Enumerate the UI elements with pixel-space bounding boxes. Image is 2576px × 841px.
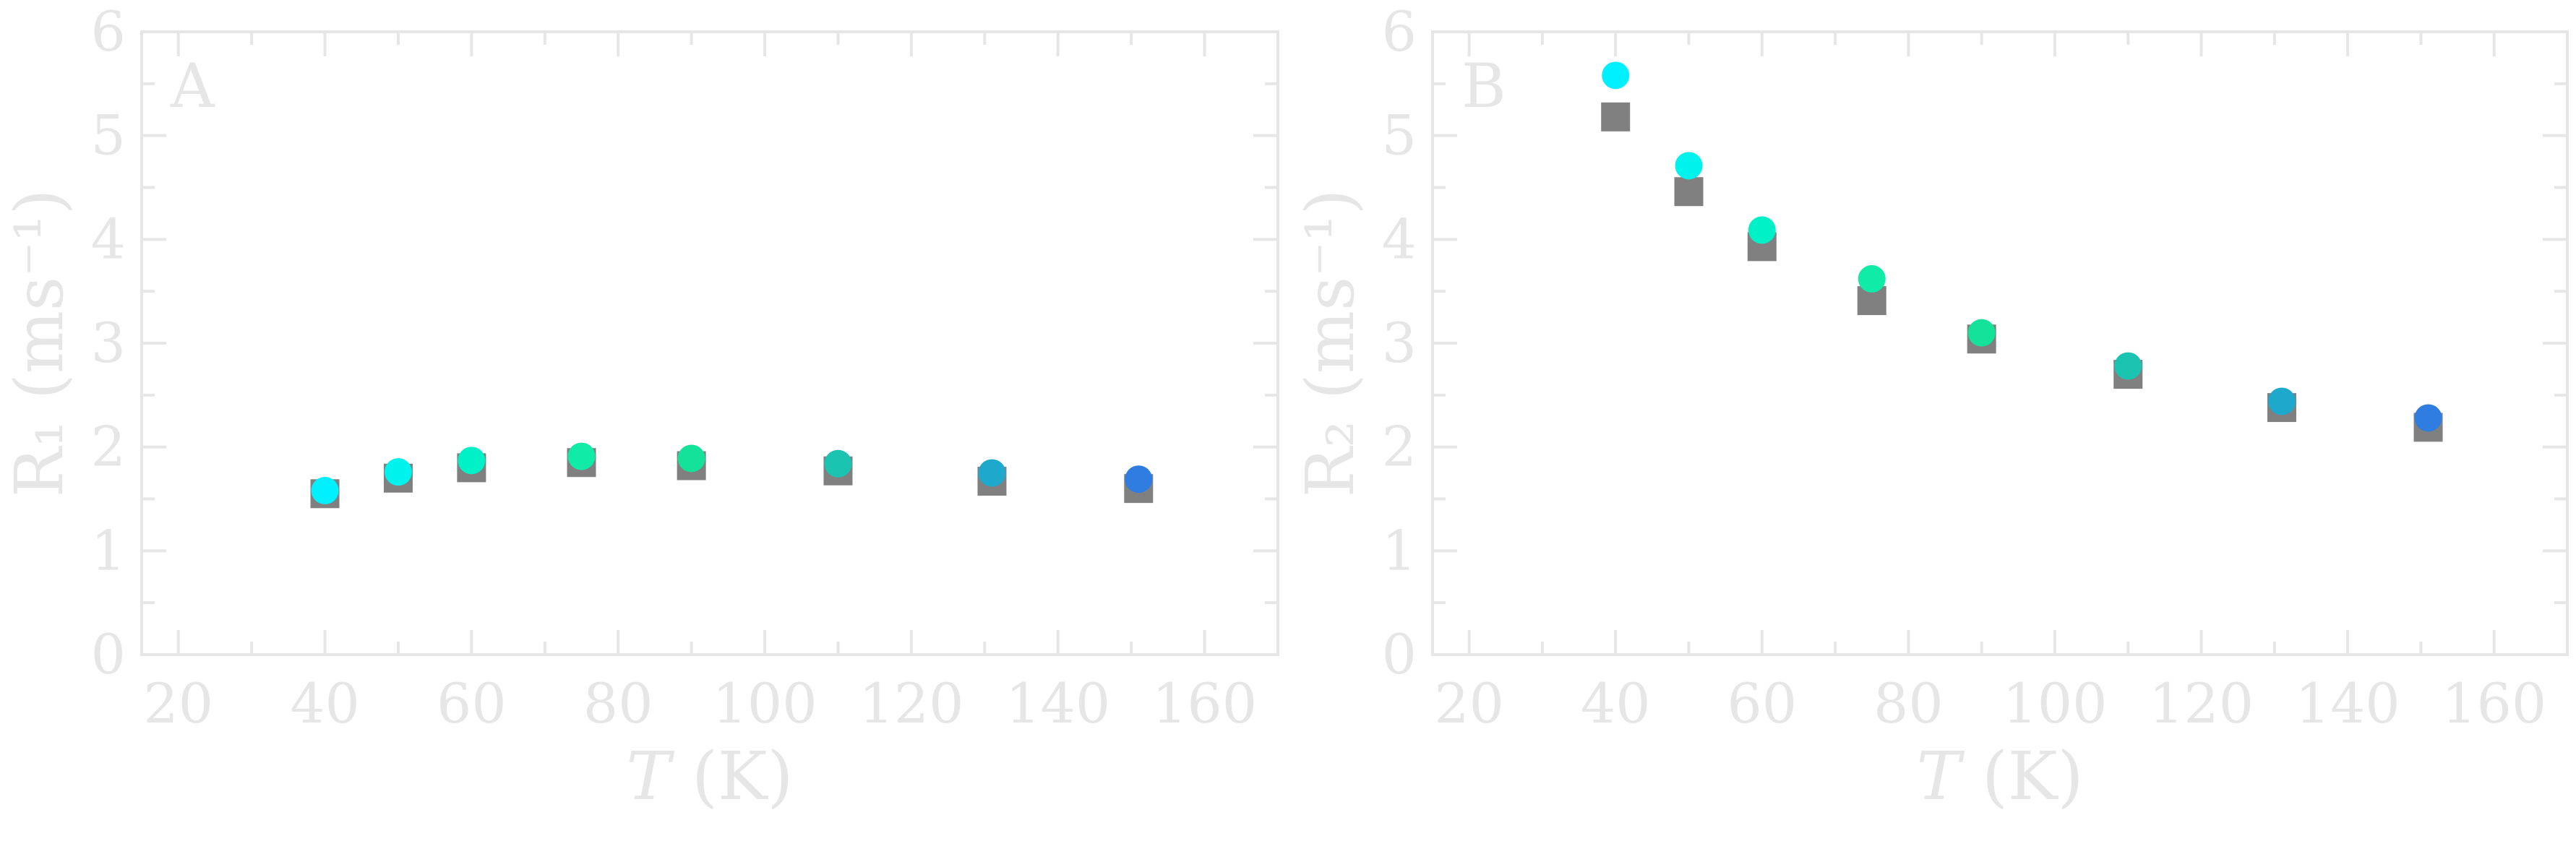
square-point — [1674, 177, 1704, 207]
x-tick-label: 80 — [1873, 671, 1944, 736]
y-tick-label: 5 — [91, 103, 126, 168]
y-tick-label: 6 — [91, 0, 126, 64]
x-axis-unit: (K) — [671, 738, 794, 815]
y-axis-label: R₁ (ms⁻¹) — [1, 189, 78, 497]
x-tick-label: 60 — [1727, 671, 1797, 736]
x-tick-label: 140 — [2296, 671, 2400, 736]
plot-frame — [140, 30, 1279, 656]
y-axis-label: R₂ (ms⁻¹) — [1292, 189, 1369, 497]
circle-point — [384, 458, 412, 486]
circle-point — [1858, 264, 1886, 293]
circle-point — [311, 477, 339, 505]
x-axis-variable: T — [626, 738, 674, 815]
y-tick-label: 2 — [1382, 415, 1417, 479]
x-tick-label: 80 — [583, 671, 653, 736]
y-tick-label: 2 — [91, 415, 126, 479]
x-tick-label: 60 — [437, 671, 507, 736]
x-tick-label: 20 — [143, 671, 213, 736]
y-tick-label: 1 — [91, 518, 126, 582]
y-tick-label: 3 — [1382, 311, 1417, 375]
panel-a: 20 40 60 80 100 120 140 160 0 1 2 3 4 5 6A T (K) R₁ (ms⁻… — [1, 0, 1279, 815]
x-tick-label: 40 — [1581, 671, 1651, 736]
circle-point — [1967, 319, 1996, 347]
panel-label: B — [1461, 51, 1506, 121]
x-tick-label: 40 — [290, 671, 360, 736]
square-point — [1601, 102, 1631, 131]
circle-point — [824, 449, 852, 478]
y-tick-label: 0 — [1382, 622, 1417, 686]
circle-point — [677, 444, 705, 473]
y-tick-label: 6 — [1382, 0, 1417, 64]
circle-point — [1675, 152, 1703, 180]
x-axis-label: T (K) — [1916, 738, 2083, 815]
y-tick-label: 1 — [1382, 518, 1417, 582]
circle-point — [2414, 404, 2442, 432]
panel-b: 20 40 60 80 100 120 140 160 0 1 2 3 4 5 6B T (K) R₂ (ms⁻… — [1292, 0, 2569, 815]
circle-point — [2114, 352, 2142, 380]
y-tick-label: 3 — [91, 311, 126, 375]
x-tick-label: 120 — [2149, 671, 2254, 736]
circle-point — [567, 442, 596, 470]
y-tick-label: 5 — [1382, 103, 1417, 168]
x-tick-label: 20 — [1434, 671, 1504, 736]
y-tick-label: 4 — [1382, 207, 1417, 271]
circle-point — [1602, 61, 1630, 90]
x-tick-label: 100 — [713, 671, 817, 736]
x-axis-label: T (K) — [626, 738, 793, 815]
y-tick-label: 4 — [91, 207, 126, 271]
x-tick-label: 100 — [2002, 671, 2107, 736]
x-axis-variable: T — [1916, 738, 1965, 815]
x-tick-label: 120 — [859, 671, 963, 736]
x-tick-label: 160 — [1152, 671, 1257, 736]
panel-label: A — [170, 51, 215, 121]
x-axis-unit: (K) — [1961, 738, 2084, 815]
circle-point — [1748, 216, 1776, 244]
circle-point — [458, 447, 486, 475]
x-tick-label: 160 — [2442, 671, 2546, 736]
y-tick-label: 0 — [91, 622, 126, 686]
circle-point — [2267, 387, 2296, 415]
x-tick-label: 140 — [1005, 671, 1110, 736]
circle-point — [1125, 465, 1153, 493]
circle-point — [978, 459, 1006, 487]
